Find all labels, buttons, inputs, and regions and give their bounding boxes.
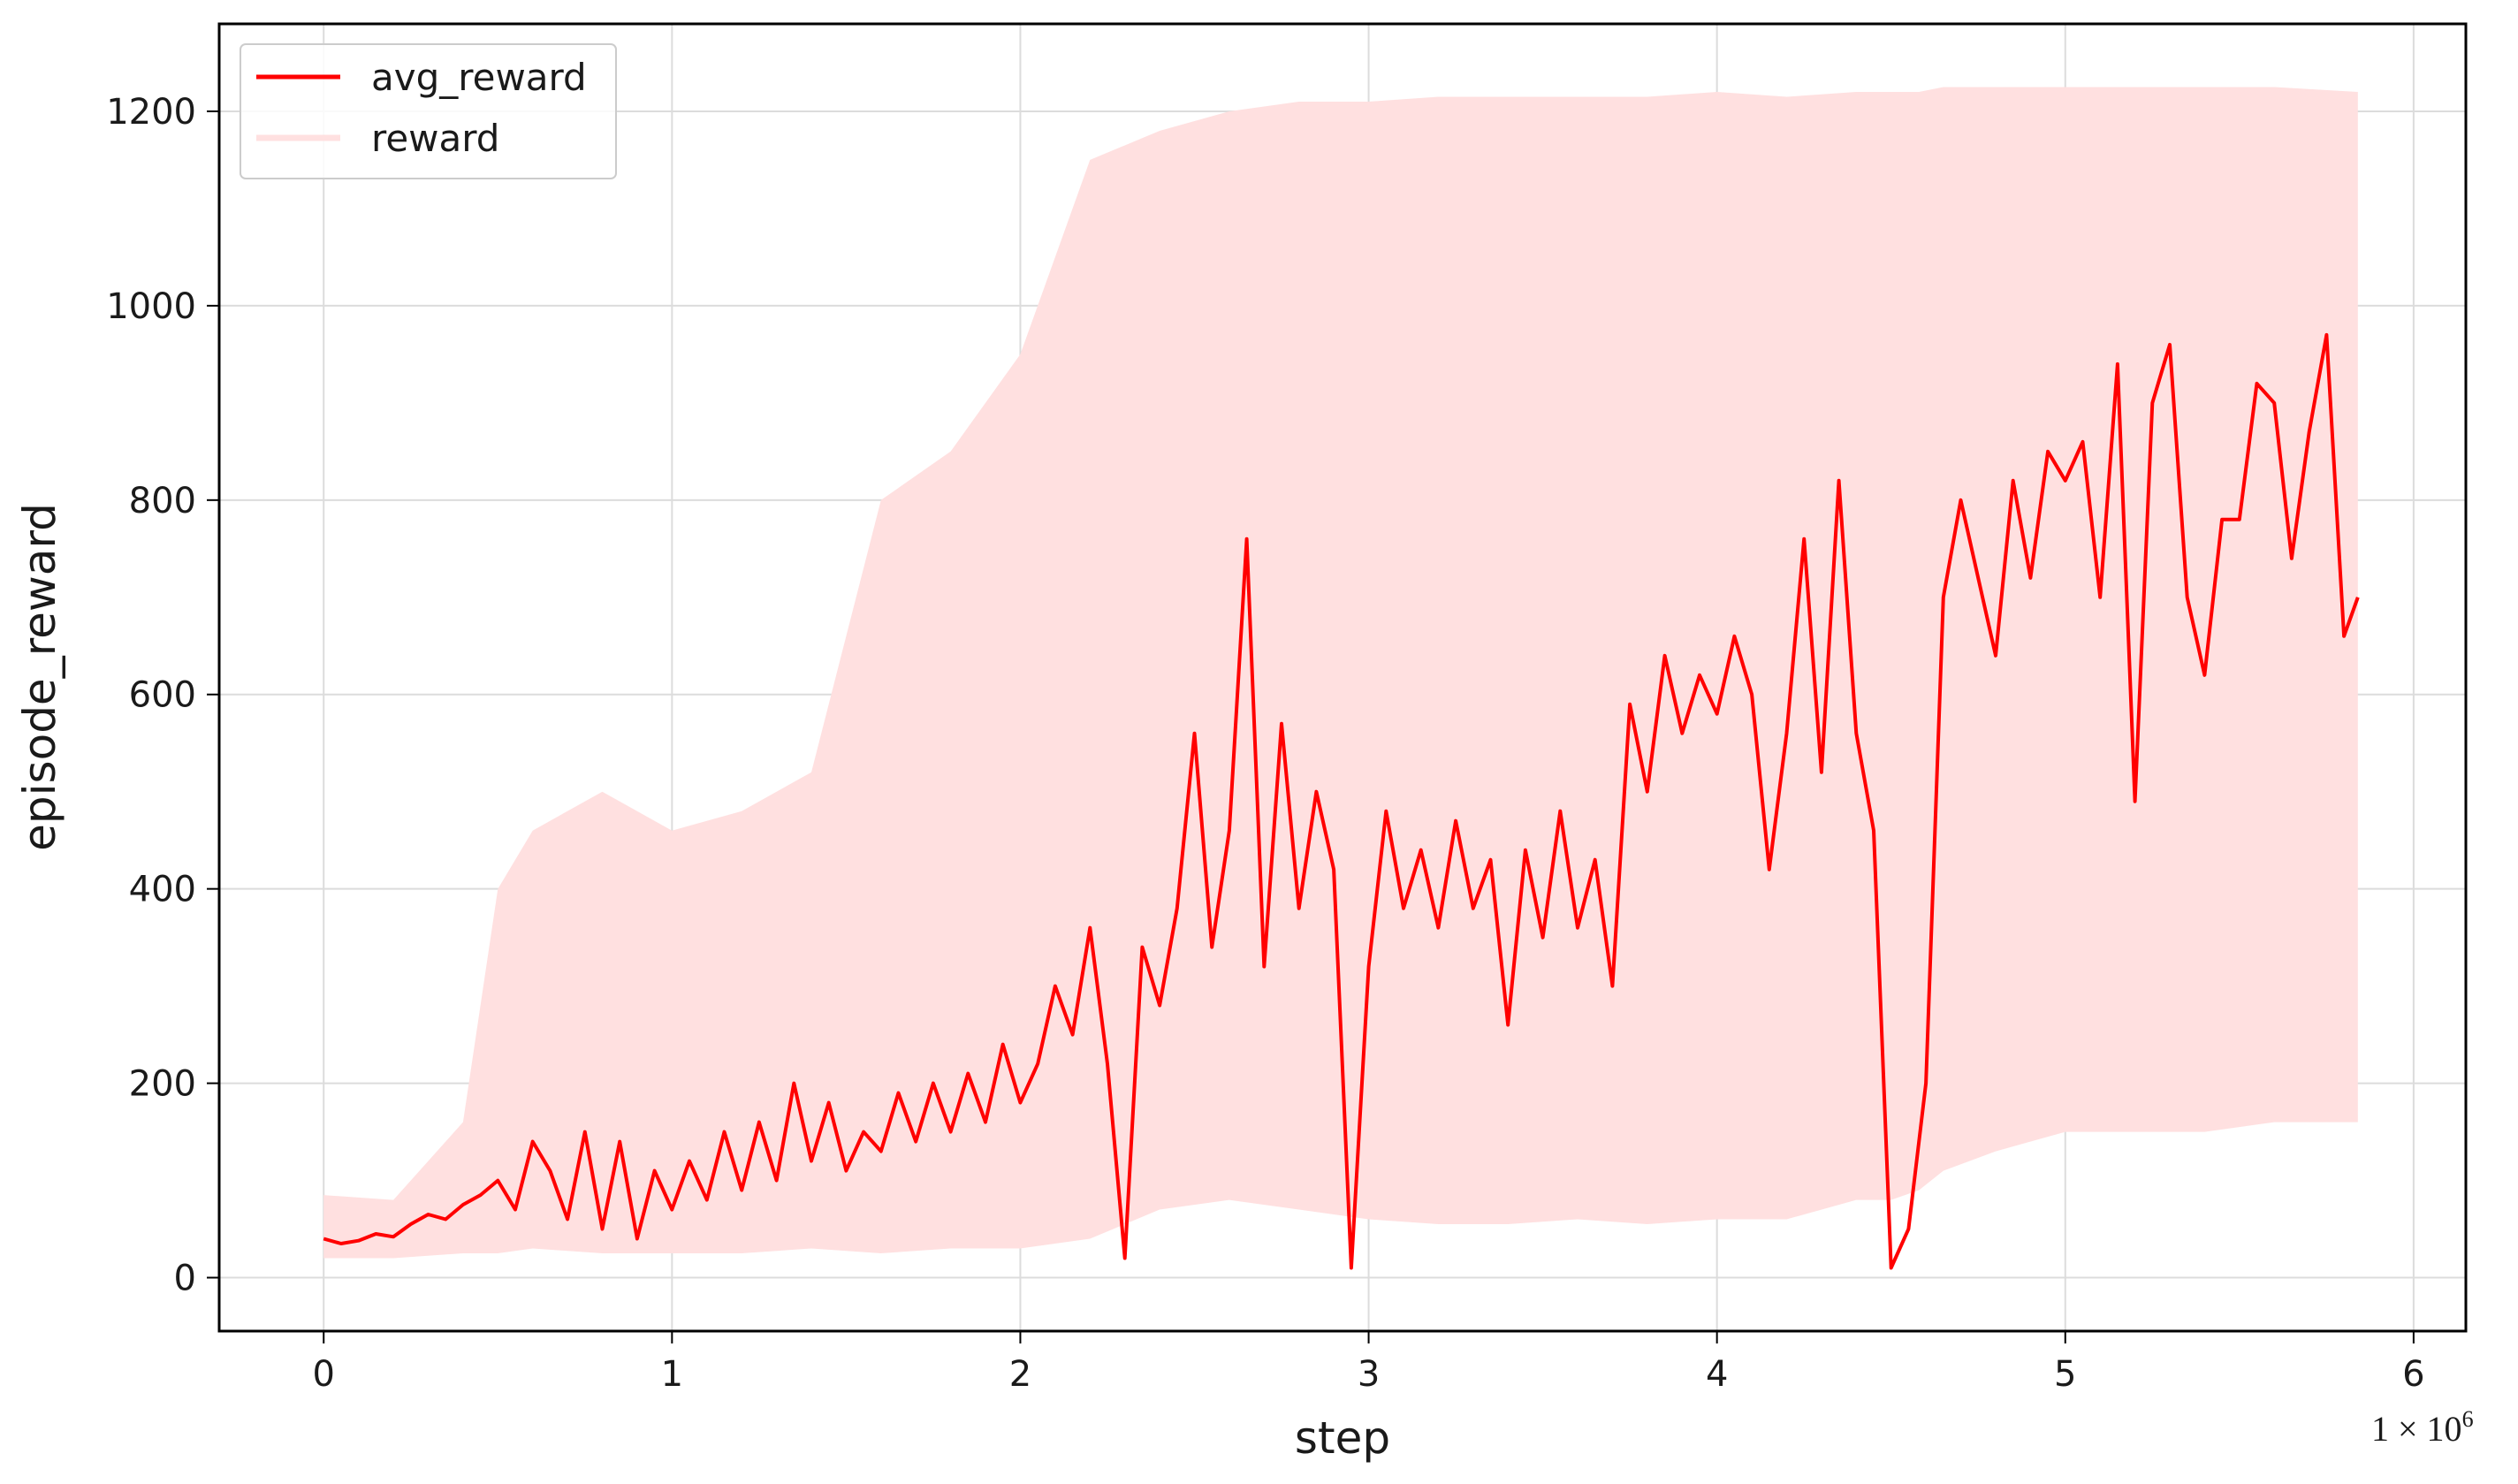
- x-tick-label-5: 5: [2054, 1354, 2076, 1395]
- axis-ticks: 0 1 2 3 4 5 6 0 200 400 600 800 1000 1200: [106, 92, 2424, 1395]
- y-axis-label: episode_reward: [14, 503, 65, 851]
- plot-frame: [217, 22, 2468, 1333]
- y-tick-label-6: 1200: [106, 92, 196, 133]
- x-tick-label-6: 6: [2402, 1354, 2424, 1395]
- y-tick-label-2: 400: [129, 870, 196, 910]
- y-tick-label-4: 800: [129, 481, 196, 521]
- avg-reward-series: [323, 332, 2360, 1270]
- x-tick-label-2: 2: [1009, 1354, 1031, 1395]
- legend-label-avg-reward: avg_reward: [371, 56, 587, 99]
- legend: avg_reward reward: [240, 43, 617, 179]
- x-multiplier-exponent: 6: [2462, 1406, 2474, 1432]
- y-tick-label-1: 200: [129, 1064, 196, 1105]
- y-tick-label-3: 600: [129, 675, 196, 716]
- x-tick-label-3: 3: [1358, 1354, 1380, 1395]
- reward-series: [323, 87, 2358, 1259]
- x-axis-multiplier: 1 × 106: [2371, 1406, 2474, 1449]
- reward-band: [323, 87, 2358, 1259]
- x-axis-label: step: [1295, 1412, 1390, 1464]
- x-multiplier-base: 1 × 10: [2371, 1409, 2462, 1449]
- y-tick-label-0: 0: [174, 1259, 196, 1299]
- y-tick-label-5: 1000: [106, 286, 196, 327]
- avg-reward-line: [323, 332, 2360, 1270]
- x-tick-label-4: 4: [1706, 1354, 1728, 1395]
- x-tick-label-1: 1: [661, 1354, 683, 1395]
- legend-label-reward: reward: [371, 117, 499, 160]
- x-tick-label-0: 0: [313, 1354, 335, 1395]
